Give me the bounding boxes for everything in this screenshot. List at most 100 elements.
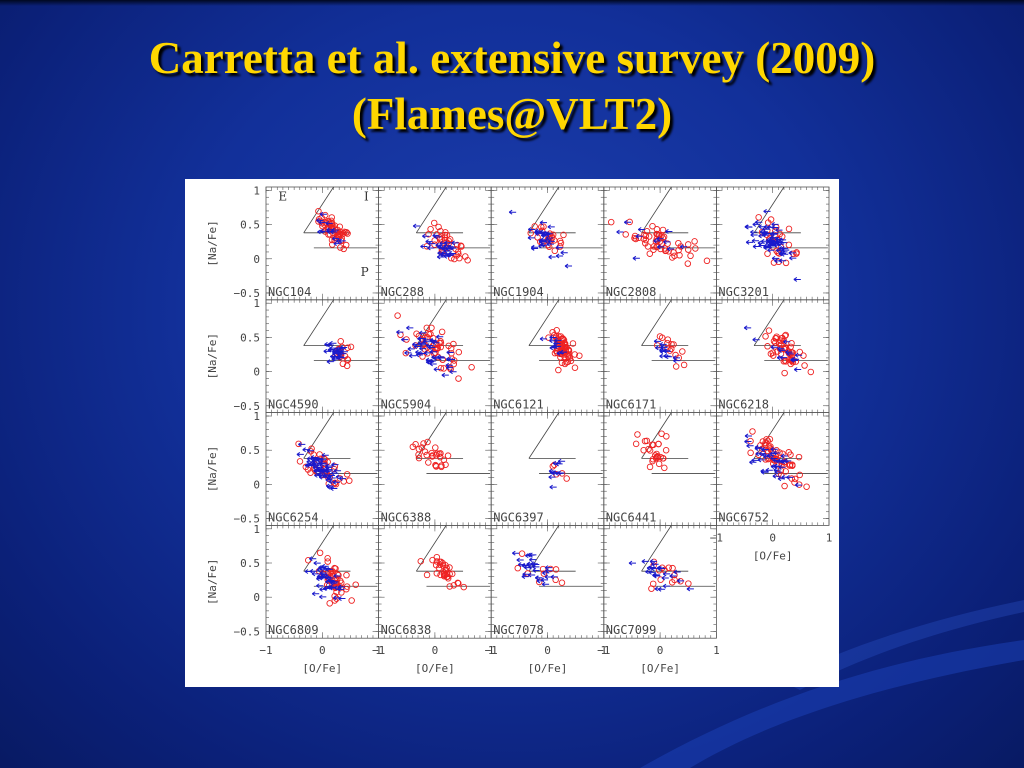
guide-diagonal — [641, 525, 672, 572]
detection-point — [747, 449, 754, 457]
upper-limit-arrow — [314, 472, 322, 478]
detection-point — [559, 335, 566, 342]
detection-point — [540, 570, 548, 577]
upper-limit-arrow — [324, 342, 332, 347]
detection-point — [342, 241, 350, 249]
upper-limit-arrow — [527, 227, 536, 232]
upper-limit-arrow — [327, 347, 335, 353]
detection-point — [703, 257, 711, 265]
upper-limit-arrow — [339, 345, 348, 350]
detection-point — [669, 564, 676, 572]
detection-point — [668, 579, 676, 586]
upper-limit-arrow — [556, 350, 564, 356]
upper-limit-arrow — [541, 581, 550, 587]
corner-label-p: P — [361, 265, 369, 279]
detection-point — [450, 340, 457, 348]
detection-point — [418, 444, 426, 451]
upper-limit-arrow — [429, 349, 438, 355]
detection-point — [343, 362, 351, 370]
detection-point — [782, 259, 790, 267]
detection-point — [781, 346, 789, 353]
upper-limit-arrow — [326, 575, 334, 581]
detection-point — [781, 482, 788, 490]
detection-point — [433, 570, 441, 577]
upper-limit-arrow — [324, 473, 332, 479]
detection-point — [553, 327, 560, 334]
upper-limit-arrow — [408, 353, 417, 359]
detection-point — [346, 477, 353, 484]
upper-limit-arrow — [555, 253, 564, 259]
detection-point — [653, 230, 660, 238]
upper-limit-arrow — [338, 351, 347, 356]
detection-point — [796, 471, 803, 479]
detection-point — [642, 240, 649, 247]
upper-limit-arrow — [755, 219, 763, 225]
upper-limit-arrow — [429, 361, 437, 367]
slide-title-line-1: Carretta et al. extensive survey (2009) — [148, 33, 876, 83]
upper-limit-arrow — [770, 456, 778, 461]
upper-limit-arrow — [752, 221, 760, 227]
detection-point — [435, 223, 442, 231]
upper-limit-arrow — [660, 344, 668, 350]
detection-point — [437, 571, 444, 579]
upper-limit-arrow — [788, 250, 796, 256]
upper-limit-arrow — [744, 439, 752, 444]
detection-point — [428, 324, 435, 332]
x-axis-label: [O/Fe] — [528, 662, 568, 675]
detection-point — [552, 576, 559, 584]
detection-point — [560, 231, 567, 239]
upper-limit-arrow — [628, 560, 636, 566]
detection-point — [420, 440, 427, 447]
y-tick-label: 0.5 — [240, 444, 260, 457]
detection-point — [425, 330, 433, 338]
detection-point — [462, 253, 469, 260]
upper-limit-arrow — [406, 325, 414, 331]
upper-limit-arrow — [552, 460, 560, 466]
upper-limit-arrow — [302, 447, 310, 453]
upper-limit-arrow — [417, 351, 426, 356]
upper-limit-arrow — [772, 473, 780, 479]
upper-limit-arrow — [318, 219, 326, 225]
detection-point — [640, 235, 647, 243]
upper-limit-arrow — [763, 208, 771, 214]
detection-point — [775, 470, 782, 478]
upper-limit-arrow — [338, 238, 346, 244]
panel-label-ngc6388: NGC6388 — [381, 510, 432, 524]
upper-limit-arrow — [794, 352, 803, 358]
detection-point — [646, 463, 654, 471]
upper-limit-arrow — [752, 337, 760, 343]
upper-limit-arrow — [337, 586, 345, 592]
detection-point — [679, 348, 686, 355]
detection-point — [670, 249, 677, 256]
detection-point — [659, 455, 667, 462]
detection-point — [332, 480, 340, 488]
upper-limit-arrow — [422, 233, 430, 239]
y-tick-label: −0.5 — [234, 287, 261, 300]
detection-point — [801, 362, 808, 369]
detection-point — [308, 445, 315, 452]
upper-limit-arrow — [773, 467, 781, 473]
figure-panel: NGC104 E I P 1 0.5 0 −0.5 [Na/Fe] NGC288 NGC1904 NG… — [185, 179, 839, 687]
upper-limit-arrow — [778, 464, 786, 470]
x-tick-label: 0 — [319, 644, 326, 657]
upper-limit-arrow — [529, 557, 537, 563]
detection-point — [427, 225, 434, 233]
detection-point — [412, 441, 419, 448]
upper-limit-arrow — [433, 366, 441, 372]
guide-diagonal — [641, 299, 672, 346]
upper-limit-arrow — [319, 228, 328, 234]
upper-limit-arrow — [516, 557, 524, 563]
upper-limit-arrow — [673, 358, 681, 364]
upper-limit-arrow — [542, 570, 550, 576]
upper-limit-arrow — [396, 329, 404, 335]
upper-limit-arrow — [333, 573, 341, 579]
upper-limit-arrow — [761, 447, 769, 453]
upper-limit-arrow — [549, 338, 557, 344]
detection-point — [514, 564, 522, 572]
upper-limit-arrow — [790, 357, 798, 363]
detection-point — [423, 324, 431, 332]
upper-limit-arrow — [555, 471, 563, 476]
detection-point — [468, 364, 475, 371]
detection-point — [769, 352, 777, 359]
upper-limit-arrow — [332, 479, 341, 485]
